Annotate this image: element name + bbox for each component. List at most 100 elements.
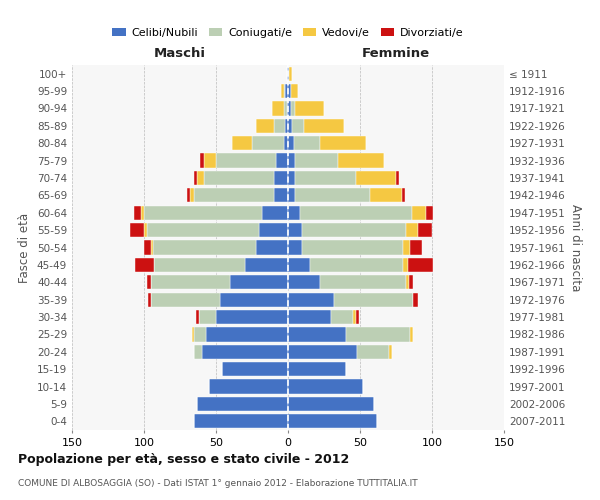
Bar xyxy=(410,240,422,254)
Bar xyxy=(288,344,357,359)
Bar xyxy=(396,171,399,185)
Bar xyxy=(277,154,288,168)
Bar xyxy=(418,223,432,237)
Bar xyxy=(304,118,344,133)
Bar xyxy=(256,118,274,133)
Bar xyxy=(288,84,291,98)
Text: Popolazione per età, sesso e stato civile - 2012: Popolazione per età, sesso e stato civil… xyxy=(18,452,349,466)
Bar xyxy=(291,102,295,116)
Bar xyxy=(196,310,199,324)
Y-axis label: Anni di nascita: Anni di nascita xyxy=(569,204,582,291)
Text: COMUNE DI ALBOSAGGIA (SO) - Dati ISTAT 1° gennaio 2012 - Elaborazione TUTTITALIA: COMUNE DI ALBOSAGGIA (SO) - Dati ISTAT 1… xyxy=(18,479,418,488)
Bar xyxy=(288,328,346,342)
Bar xyxy=(134,206,141,220)
Bar xyxy=(194,188,274,202)
Bar xyxy=(216,154,277,168)
Bar xyxy=(288,240,302,254)
Bar xyxy=(413,292,418,307)
Bar xyxy=(288,102,291,116)
Bar xyxy=(147,275,151,289)
Bar xyxy=(288,136,294,150)
Bar xyxy=(310,258,403,272)
Bar xyxy=(151,292,220,307)
Bar xyxy=(406,223,418,237)
Bar xyxy=(287,102,288,116)
Bar xyxy=(288,258,310,272)
Bar xyxy=(200,154,205,168)
Bar xyxy=(144,206,262,220)
Bar xyxy=(147,223,259,237)
Bar xyxy=(426,206,433,220)
Bar xyxy=(295,102,324,116)
Bar xyxy=(389,344,392,359)
Bar xyxy=(299,206,412,220)
Bar xyxy=(288,414,377,428)
Bar xyxy=(230,275,288,289)
Bar xyxy=(216,310,288,324)
Bar xyxy=(144,223,147,237)
Bar xyxy=(288,223,302,237)
Bar xyxy=(288,310,331,324)
Bar xyxy=(288,171,295,185)
Bar xyxy=(288,292,334,307)
Bar xyxy=(144,240,151,254)
Bar xyxy=(194,328,206,342)
Bar xyxy=(356,310,359,324)
Bar xyxy=(274,171,288,185)
Bar xyxy=(152,240,256,254)
Bar xyxy=(302,223,406,237)
Bar xyxy=(199,310,216,324)
Bar xyxy=(295,154,338,168)
Bar xyxy=(287,66,288,81)
Bar xyxy=(197,397,288,411)
Bar xyxy=(289,66,292,81)
Bar xyxy=(151,240,152,254)
Bar xyxy=(402,188,404,202)
Bar xyxy=(288,206,299,220)
Bar xyxy=(288,397,374,411)
Bar xyxy=(281,84,284,98)
Bar xyxy=(222,362,288,376)
Bar xyxy=(205,171,274,185)
Bar xyxy=(302,240,403,254)
Bar xyxy=(294,136,320,150)
Bar xyxy=(284,136,288,150)
Bar xyxy=(331,310,353,324)
Bar xyxy=(357,344,389,359)
Bar xyxy=(295,188,370,202)
Bar xyxy=(346,328,410,342)
Bar xyxy=(353,310,356,324)
Bar xyxy=(272,102,284,116)
Bar xyxy=(130,223,144,237)
Bar xyxy=(194,344,202,359)
Legend: Celibi/Nubili, Coniugati/e, Vedovi/e, Divorziati/e: Celibi/Nubili, Coniugati/e, Vedovi/e, Di… xyxy=(108,23,468,42)
Bar xyxy=(295,171,356,185)
Bar xyxy=(148,292,151,307)
Bar xyxy=(284,102,287,116)
Bar xyxy=(194,414,288,428)
Bar xyxy=(406,275,409,289)
Bar xyxy=(209,380,288,394)
Bar xyxy=(141,206,144,220)
Bar xyxy=(288,154,295,168)
Bar xyxy=(232,136,252,150)
Bar xyxy=(259,223,288,237)
Bar xyxy=(320,136,366,150)
Bar xyxy=(288,362,346,376)
Bar xyxy=(288,380,363,394)
Bar xyxy=(412,206,426,220)
Bar xyxy=(334,292,413,307)
Bar xyxy=(288,66,289,81)
Bar xyxy=(274,188,288,202)
Bar xyxy=(252,136,284,150)
Bar xyxy=(154,258,245,272)
Bar xyxy=(206,328,288,342)
Bar xyxy=(370,188,402,202)
Bar xyxy=(151,275,230,289)
Bar xyxy=(202,344,288,359)
Bar xyxy=(136,258,154,272)
Bar xyxy=(409,275,413,289)
Bar xyxy=(205,154,216,168)
Y-axis label: Fasce di età: Fasce di età xyxy=(19,212,31,282)
Bar xyxy=(288,188,295,202)
